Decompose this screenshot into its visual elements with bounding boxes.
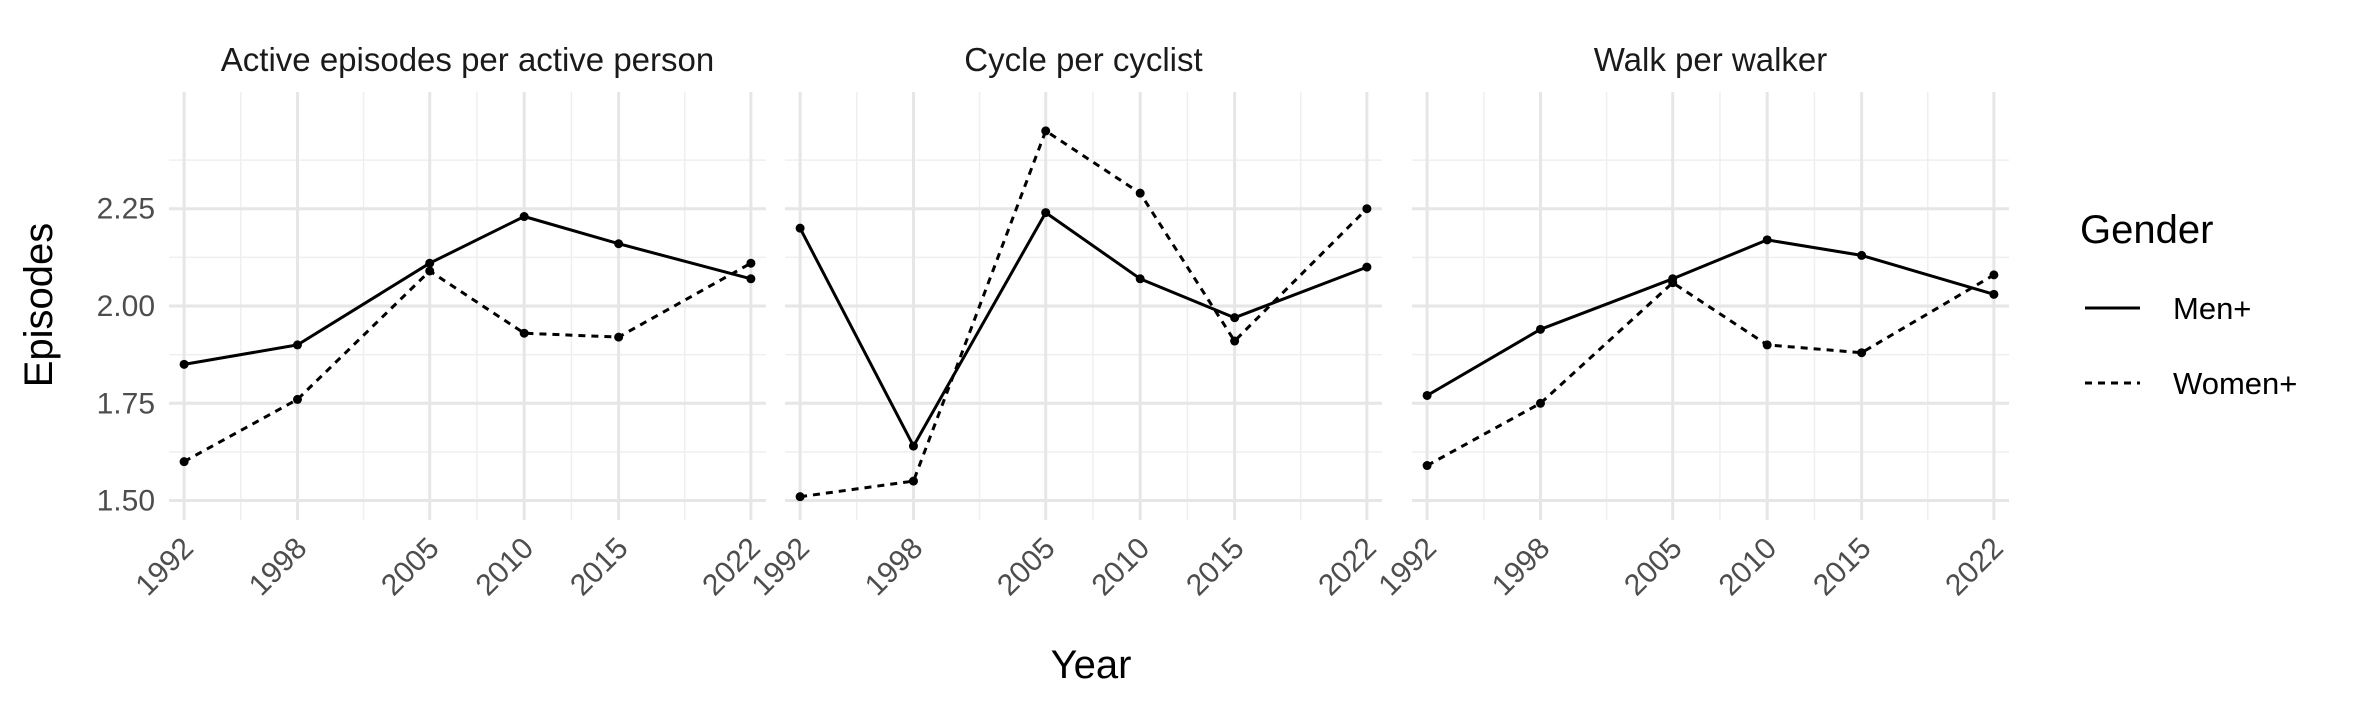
y-tick-label: 1.75 xyxy=(97,387,155,420)
data-point-men xyxy=(1230,313,1240,323)
x-tick-label: 1998 xyxy=(243,532,314,603)
data-point-women xyxy=(1230,336,1240,346)
series-line-men xyxy=(1426,238,1995,397)
data-point-women xyxy=(1422,461,1432,471)
data-point-men xyxy=(519,212,529,222)
data-point-women xyxy=(1535,398,1545,408)
x-tick-label: 1992 xyxy=(746,532,817,603)
data-point-men xyxy=(1422,390,1432,400)
data-point-women xyxy=(795,492,805,502)
data-point-women xyxy=(179,457,189,467)
data-point-women xyxy=(1762,340,1772,350)
x-tick-label: 2015 xyxy=(564,532,635,603)
x-tick-label: 2022 xyxy=(1312,532,1383,603)
facet-panels: Active episodes per active person 1992 199… xyxy=(97,41,2010,602)
data-point-men xyxy=(746,274,756,284)
data-point-men xyxy=(292,340,302,350)
panel-title: Cycle per cyclist xyxy=(964,41,1202,78)
data-point-women xyxy=(746,258,756,268)
x-tick-label: 2015 xyxy=(1807,532,1878,603)
data-point-men xyxy=(1762,235,1772,245)
legend-title: Gender xyxy=(2080,208,2213,252)
data-point-men xyxy=(1041,208,1051,218)
x-tick-label: 2015 xyxy=(1180,532,1251,603)
series-line-men xyxy=(798,211,1368,448)
data-point-women xyxy=(908,476,918,486)
x-tick-label: 2010 xyxy=(1713,532,1784,603)
series-line-men xyxy=(183,215,752,366)
series-line-women xyxy=(1426,273,1995,467)
legend: Gender Men+ Women+ xyxy=(2080,208,2297,401)
x-tick-label: 2005 xyxy=(1618,532,1689,603)
data-point-women xyxy=(614,332,624,342)
x-tick-label: 2010 xyxy=(470,532,541,603)
series-line-women xyxy=(799,129,1368,499)
data-point-women xyxy=(1857,348,1867,358)
data-point-women xyxy=(1041,126,1051,136)
panel-title: Walk per walker xyxy=(1594,41,1828,78)
x-tick-label: 2005 xyxy=(991,532,1062,603)
x-tick-label: 1998 xyxy=(859,532,930,603)
x-tick-label: 1992 xyxy=(130,532,201,603)
legend-label-women: Women+ xyxy=(2173,366,2297,401)
x-tick-label: 1992 xyxy=(1373,532,1444,603)
data-point-men xyxy=(1857,250,1867,260)
data-point-men xyxy=(1535,324,1545,334)
data-point-women xyxy=(1135,188,1145,198)
y-axis-title: Episodes xyxy=(17,223,61,388)
data-point-men xyxy=(179,359,189,369)
data-point-women xyxy=(292,394,302,404)
panel-title: Active episodes per active person xyxy=(221,41,714,78)
data-point-men xyxy=(908,441,918,451)
data-point-men xyxy=(425,258,435,268)
data-point-men xyxy=(1135,274,1145,284)
data-point-men xyxy=(1989,289,1999,299)
y-tick-label: 1.50 xyxy=(97,485,155,518)
panel-walk-per-walker: Walk per walker 1992 1998 2005 2010 2015 2022 xyxy=(1373,41,2010,602)
y-tick-label: 2.25 xyxy=(97,193,155,226)
y-tick-label: 2.00 xyxy=(97,290,155,323)
x-tick-label: 2022 xyxy=(1939,532,2010,603)
data-point-men xyxy=(1362,262,1372,272)
data-point-women xyxy=(425,266,435,276)
x-tick-label: 1998 xyxy=(1486,532,1557,603)
data-point-women xyxy=(1989,270,1999,280)
series-line-women xyxy=(183,261,752,463)
panel-cycle-per-cyclist: Cycle per cyclist 1992 1998 2005 2010 2015 202… xyxy=(746,41,1383,602)
data-point-women xyxy=(1668,278,1678,288)
data-point-men xyxy=(795,223,805,233)
data-point-women xyxy=(519,328,529,338)
legend-label-men: Men+ xyxy=(2173,291,2251,326)
x-axis-title: Year xyxy=(1051,643,1132,687)
data-point-women xyxy=(1362,204,1372,214)
x-tick-label: 2010 xyxy=(1086,532,1157,603)
data-point-men xyxy=(614,239,624,249)
x-tick-label: 2005 xyxy=(375,532,446,603)
panel-active-episodes-per-active-person: Active episodes per active person 1992 199… xyxy=(97,41,767,602)
